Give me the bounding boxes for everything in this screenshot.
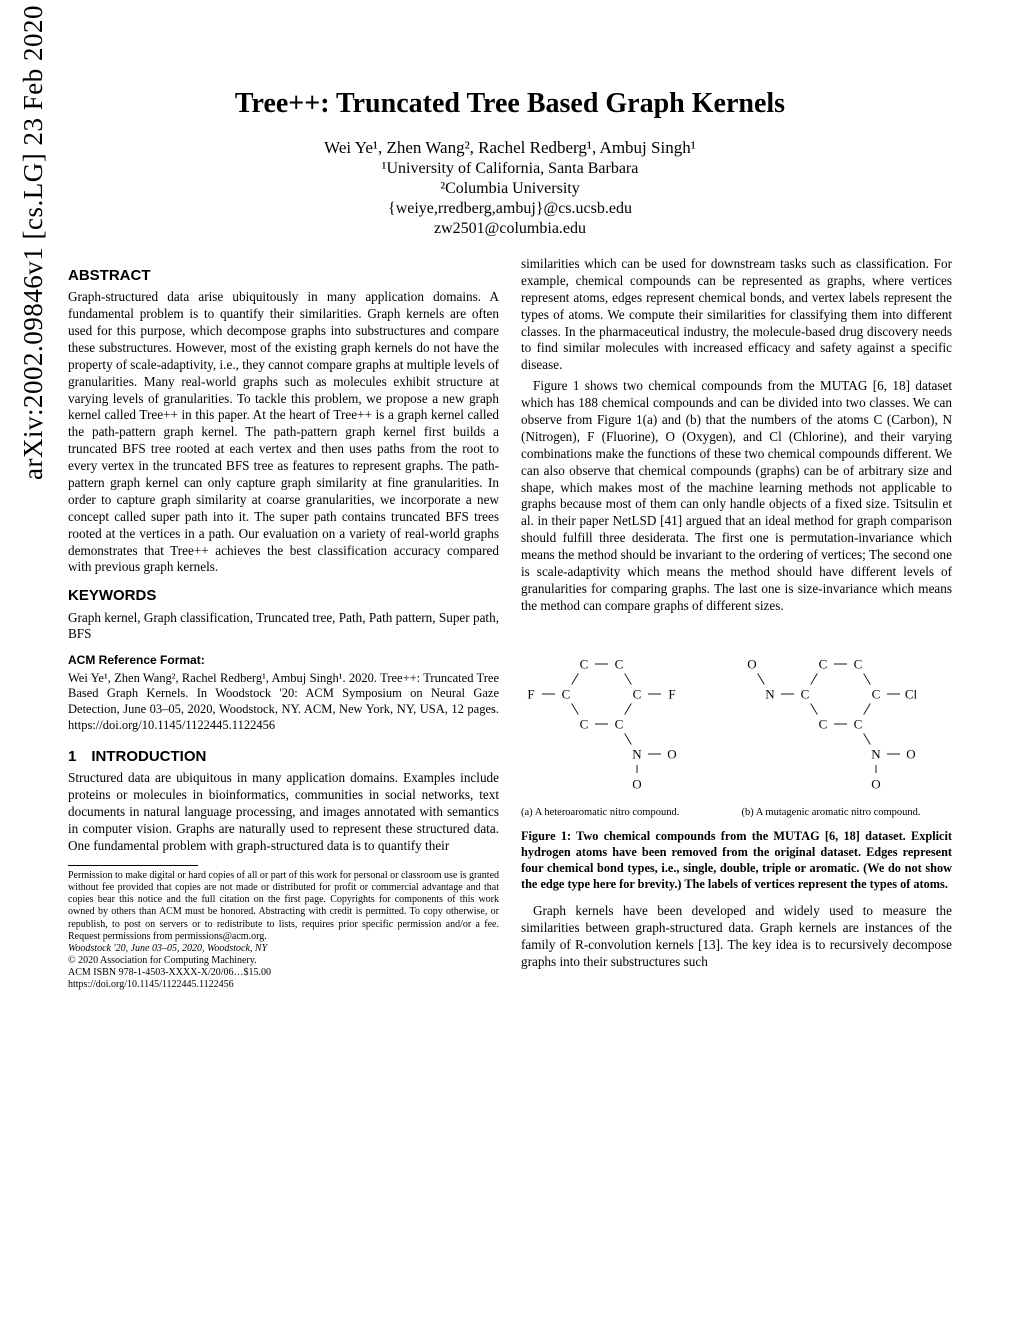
figure-1a-caption: (a) A heteroaromatic nitro compound. — [521, 806, 732, 819]
affiliation-2: ²Columbia University — [68, 180, 952, 198]
svg-text:C: C — [562, 686, 571, 701]
svg-text:C: C — [871, 686, 880, 701]
intro-para-1: Structured data are ubiquitous in many a… — [68, 770, 499, 854]
svg-text:F: F — [668, 686, 675, 701]
authors: Wei Ye¹, Zhen Wang², Rachel Redberg¹, Am… — [68, 138, 952, 158]
svg-text:C: C — [615, 716, 624, 731]
svg-text:F: F — [527, 686, 534, 701]
svg-text:Cl: Cl — [904, 686, 917, 701]
col2-para-2: Figure 1 shows two chemical compounds fr… — [521, 378, 952, 614]
svg-text:C: C — [800, 686, 809, 701]
svg-text:N: N — [632, 746, 642, 761]
svg-text:O: O — [632, 776, 641, 791]
figure-1-caption: Figure 1: Two chemical compounds from th… — [521, 829, 952, 893]
abstract-heading: ABSTRACT — [68, 266, 499, 285]
svg-text:C: C — [818, 716, 827, 731]
footnote-copyright: © 2020 Association for Computing Machine… — [68, 955, 499, 967]
svg-text:O: O — [906, 746, 915, 761]
figure-1b-caption: (b) A mutagenic aromatic nitro compound. — [742, 806, 953, 819]
svg-text:O: O — [747, 656, 756, 671]
abstract-text: Graph-structured data arise ubiquitously… — [68, 289, 499, 576]
two-column-body: ABSTRACT Graph-structured data arise ubi… — [68, 256, 952, 992]
svg-text:C: C — [615, 656, 624, 671]
footnote-venue: Woodstock '20, June 03–05, 2020, Woodsto… — [68, 943, 499, 955]
acm-ref-text: Wei Ye¹, Zhen Wang², Rachel Redberg¹, Am… — [68, 671, 499, 734]
emails-2: zw2501@columbia.edu — [68, 220, 952, 238]
right-column: similarities which can be used for downs… — [521, 256, 952, 992]
footnote-rule — [68, 865, 198, 866]
molecule-b-svg: ONCCCCCCClNOO — [742, 629, 942, 799]
emails-1: {weiye,rredberg,ambuj}@cs.ucsb.edu — [68, 200, 952, 218]
svg-text:C: C — [580, 656, 589, 671]
svg-text:N: N — [871, 746, 881, 761]
figure-1b: ONCCCCCCClNOO (b) A mutagenic aromatic n… — [742, 629, 953, 819]
figure-1: FCCCCCCFNOO (a) A heteroaromatic nitro c… — [521, 629, 952, 893]
footnote-permission: Permission to make digital or hard copie… — [68, 870, 499, 943]
col2-para-1: similarities which can be used for downs… — [521, 256, 952, 374]
footnote-doi: https://doi.org/10.1145/1122445.1122456 — [68, 979, 499, 991]
left-column: ABSTRACT Graph-structured data arise ubi… — [68, 256, 499, 992]
svg-text:C: C — [853, 656, 862, 671]
keywords-text: Graph kernel, Graph classification, Trun… — [68, 610, 499, 644]
svg-text:C: C — [633, 686, 642, 701]
svg-text:C: C — [818, 656, 827, 671]
svg-text:O: O — [667, 746, 676, 761]
figure-1a: FCCCCCCFNOO (a) A heteroaromatic nitro c… — [521, 629, 732, 819]
acm-ref-heading: ACM Reference Format: — [68, 653, 499, 668]
footnote-isbn: ACM ISBN 978-1-4503-XXXX-X/20/06…$15.00 — [68, 967, 499, 979]
keywords-heading: KEYWORDS — [68, 586, 499, 605]
intro-heading: 1 INTRODUCTION — [68, 747, 499, 766]
svg-text:O: O — [871, 776, 880, 791]
svg-text:N: N — [765, 686, 775, 701]
svg-text:C: C — [853, 716, 862, 731]
page: Tree++: Truncated Tree Based Graph Kerne… — [0, 0, 1020, 1032]
svg-text:C: C — [580, 716, 589, 731]
col2-para-3: Graph kernels have been developed and wi… — [521, 903, 952, 971]
paper-title: Tree++: Truncated Tree Based Graph Kerne… — [68, 88, 952, 120]
affiliation-1: ¹University of California, Santa Barbara — [68, 160, 952, 178]
molecule-a-svg: FCCCCCCFNOO — [521, 629, 711, 799]
